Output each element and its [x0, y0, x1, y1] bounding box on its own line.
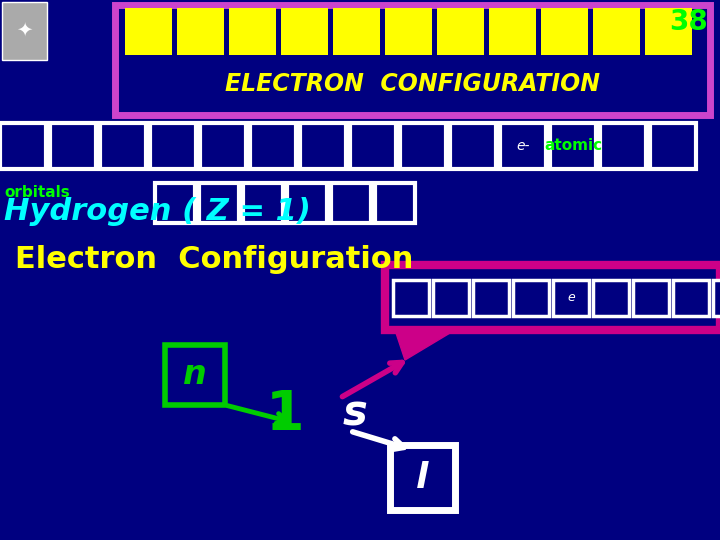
Bar — [165, 345, 225, 405]
Bar — [593, 280, 629, 315]
Text: e: e — [567, 291, 575, 304]
Bar — [513, 280, 549, 315]
Bar — [393, 280, 429, 315]
Text: s: s — [343, 392, 367, 434]
Bar — [100, 123, 146, 169]
Bar — [50, 123, 96, 169]
Bar — [390, 445, 455, 510]
Text: 1: 1 — [266, 388, 305, 442]
Text: ✦: ✦ — [16, 21, 32, 39]
Bar — [200, 123, 246, 169]
Bar — [633, 280, 669, 315]
Bar — [0, 123, 46, 169]
Bar — [673, 280, 709, 315]
Text: Hydrogen ( Z = 1): Hydrogen ( Z = 1) — [4, 197, 311, 226]
Text: l: l — [416, 461, 428, 495]
Bar — [229, 8, 276, 55]
Text: n: n — [183, 359, 207, 392]
Bar — [350, 123, 396, 169]
Bar — [553, 280, 589, 315]
Bar — [541, 8, 588, 55]
Bar — [437, 8, 484, 55]
Bar — [150, 123, 196, 169]
Bar — [333, 8, 380, 55]
Bar — [593, 8, 640, 55]
Bar — [550, 123, 596, 169]
Bar — [600, 123, 646, 169]
Bar — [650, 123, 696, 169]
Bar — [115, 5, 710, 115]
Bar — [489, 8, 536, 55]
Bar — [287, 183, 327, 223]
Bar — [385, 265, 720, 330]
Bar — [250, 123, 296, 169]
Text: Electron  Configuration: Electron Configuration — [15, 245, 413, 274]
Bar — [155, 183, 195, 223]
Polygon shape — [395, 330, 455, 360]
Bar — [125, 8, 172, 55]
Bar — [433, 280, 469, 315]
Bar — [243, 183, 283, 223]
Bar — [473, 280, 509, 315]
Bar — [385, 8, 432, 55]
Bar — [450, 123, 496, 169]
Bar — [375, 183, 415, 223]
Bar — [281, 8, 328, 55]
Bar — [331, 183, 371, 223]
Bar — [199, 183, 239, 223]
Bar — [713, 280, 720, 315]
Text: 38: 38 — [670, 8, 708, 36]
Bar — [300, 123, 346, 169]
Bar — [500, 123, 546, 169]
Text: ELECTRON  CONFIGURATION: ELECTRON CONFIGURATION — [225, 72, 600, 96]
Bar — [400, 123, 446, 169]
Bar — [645, 8, 692, 55]
Bar — [2, 2, 47, 60]
Bar — [177, 8, 224, 55]
Text: e-: e- — [516, 139, 530, 153]
Text: atomic: atomic — [544, 138, 602, 153]
Text: orbitals: orbitals — [4, 185, 70, 200]
